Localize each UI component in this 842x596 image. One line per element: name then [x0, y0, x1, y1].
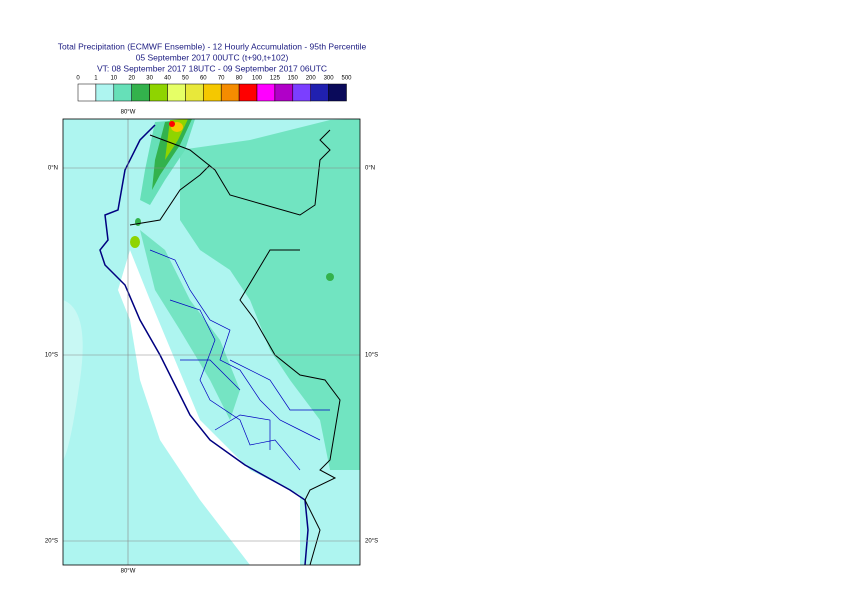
- legend-label: 70: [218, 76, 225, 82]
- legend-label: 500: [341, 76, 352, 82]
- ocean-band: [63, 300, 83, 460]
- legend-swatch: [131, 83, 150, 102]
- dry-ocean: [118, 250, 300, 565]
- legend-label: 125: [270, 76, 281, 82]
- map-frame: [62, 118, 361, 566]
- lon-label: 80°W: [121, 110, 136, 116]
- legend-swatch: [185, 83, 204, 102]
- legend-swatch: [77, 83, 97, 102]
- legend-label: 1: [94, 76, 98, 82]
- legend-label: 300: [324, 76, 335, 82]
- legend-label: 60: [200, 76, 207, 82]
- lat-label: 10°S: [365, 353, 378, 359]
- borders: [129, 129, 341, 565]
- legend-swatch: [256, 83, 276, 102]
- legend-label: 100: [252, 76, 263, 82]
- lat-label: 10°S: [45, 353, 58, 359]
- legend-swatch: [203, 83, 222, 102]
- title: Total Precipitation (ECMWF Ensemble) - 1…: [58, 41, 367, 51]
- legend-label: 20: [128, 76, 135, 82]
- spot: [135, 218, 141, 226]
- legend-swatch: [220, 83, 240, 102]
- spot: [130, 236, 140, 248]
- legend-swatch: [113, 83, 132, 102]
- wet-region: [180, 119, 360, 470]
- legend-swatch: [292, 83, 311, 102]
- map: 80°W 80°W 0°N 0°N 10°S 10°S 20°S 20°S: [45, 110, 378, 575]
- legend-label: 40: [164, 76, 171, 82]
- legend-label: 150: [288, 76, 299, 82]
- lat-label: 20°S: [365, 539, 378, 545]
- legend-swatch: [274, 83, 294, 102]
- valid-time: VT: 08 September 2017 18UTC - 09 Septemb…: [97, 63, 327, 73]
- legend-swatch: [238, 83, 258, 102]
- lon-label: 80°W: [121, 569, 136, 575]
- legend-swatch: [310, 83, 329, 102]
- regions: [149, 249, 330, 471]
- north-core: [152, 119, 192, 190]
- legend-swatch: [167, 83, 186, 102]
- andes-wet: [140, 230, 240, 420]
- legend-label: 30: [146, 76, 153, 82]
- lat-label: 20°S: [45, 539, 58, 545]
- spot: [326, 273, 334, 281]
- lat-label: 0°N: [365, 166, 375, 172]
- legend: 0 1 10 20 30 40 50 60 70 80 100 125 150 200 300 500: [76, 76, 352, 102]
- legend-swatch: [328, 83, 347, 102]
- legend-swatch: [149, 83, 168, 102]
- legend-swatch: [95, 83, 115, 102]
- legend-label: 0: [76, 76, 80, 82]
- legend-label: 50: [182, 76, 189, 82]
- base-time: 05 September 2017 00UTC (t+90,t+102): [136, 52, 289, 62]
- peak-core: [169, 121, 175, 127]
- lat-label: 0°N: [48, 166, 58, 172]
- legend-label: 10: [110, 76, 117, 82]
- legend-label: 80: [236, 76, 243, 82]
- legend-label: 200: [306, 76, 317, 82]
- coastline: [99, 124, 309, 565]
